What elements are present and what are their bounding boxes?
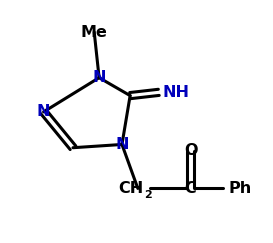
Text: N: N [115, 137, 129, 152]
Text: O: O [184, 143, 197, 158]
Text: NH: NH [163, 85, 190, 100]
Text: Ph: Ph [228, 181, 251, 196]
Text: N: N [37, 104, 50, 119]
Text: 2: 2 [144, 190, 152, 200]
Text: C: C [185, 181, 196, 196]
Text: N: N [92, 70, 106, 85]
Text: Me: Me [81, 25, 108, 40]
Text: CH: CH [118, 181, 143, 196]
